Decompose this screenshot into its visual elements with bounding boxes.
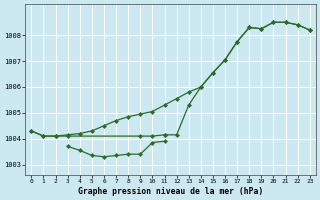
X-axis label: Graphe pression niveau de la mer (hPa): Graphe pression niveau de la mer (hPa) <box>78 187 263 196</box>
